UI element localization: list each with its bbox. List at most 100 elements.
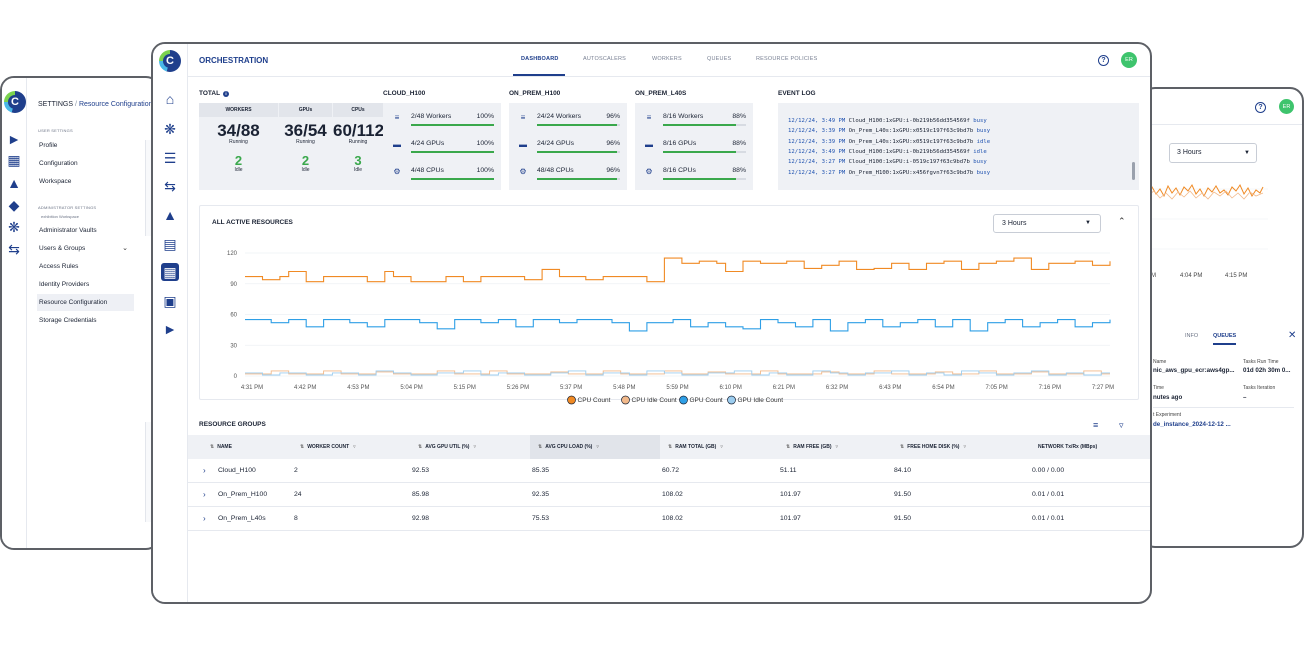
column-header[interactable]: ⇅ RAM FREE (GB) ▿ <box>778 435 892 459</box>
app-logo[interactable] <box>159 50 181 72</box>
table-cell: 0.00 / 0.00 <box>1032 467 1065 474</box>
time-range-select[interactable]: 3 Hours ▼ <box>993 214 1101 233</box>
total-workers: WORKERS 34/88 Running 2 Idle <box>199 103 278 190</box>
pool-row-percent: 100% <box>476 113 494 120</box>
settings-link-configuration[interactable]: Configuration <box>39 160 78 167</box>
help-icon[interactable]: ? <box>1098 55 1109 66</box>
column-header[interactable]: ⇅ RAM TOTAL (GB) ▿ <box>660 435 778 459</box>
settings-link-admin-vaults[interactable]: Administrator Vaults <box>39 227 97 234</box>
settings-icon[interactable]: ❋ <box>8 218 20 235</box>
settings-link-profile[interactable]: Profile <box>39 142 58 149</box>
column-header-label: RAM FREE (GB) <box>793 444 832 450</box>
breadcrumb-root[interactable]: SETTINGS <box>38 101 74 108</box>
settings-link-workspace[interactable]: Workspace <box>39 178 72 185</box>
column-header[interactable]: ⇅ WORKER COUNT ▿ <box>292 435 410 459</box>
grid-icon[interactable]: ▦ <box>7 151 21 168</box>
legend-label: CPU Count <box>578 397 611 404</box>
gpu-icon: ▬ <box>519 140 527 149</box>
filter-icon[interactable]: ▿ <box>353 444 356 450</box>
pool-card[interactable]: ≡ 2/48 Workers 100% ▬ 4/24 GPUs 100% ⚙ 4/48 CPU… <box>383 103 501 190</box>
table-cell: 84.10 <box>894 467 912 474</box>
routes-icon[interactable]: ⇆ <box>164 177 176 194</box>
tab-workers[interactable]: WORKERS <box>652 56 682 62</box>
layers-icon[interactable]: ◆ <box>8 196 20 213</box>
upload-icon[interactable]: ▲ <box>163 207 177 223</box>
filter-icon[interactable]: ▿ <box>473 444 476 450</box>
user-avatar[interactable]: ER <box>1121 52 1137 68</box>
tab-dashboard[interactable]: DASHBOARD <box>521 56 559 62</box>
orchestration-icon[interactable]: ▦ <box>161 263 179 281</box>
table-cell: 92.53 <box>412 467 430 474</box>
x-tick-label: 7:05 PM <box>985 385 1007 391</box>
event-log-scrollbar[interactable] <box>1132 162 1135 180</box>
layers-icon[interactable]: ☰ <box>163 149 177 166</box>
chevron-right-icon[interactable]: › <box>203 514 206 523</box>
upload-icon[interactable]: ▲ <box>7 175 21 191</box>
mini-cpu-series <box>1147 183 1264 198</box>
settings-link-storage-credentials[interactable]: Storage Credentials <box>39 317 97 324</box>
pool-row-percent: 96% <box>606 140 620 147</box>
chevron-right-icon[interactable]: › <box>203 466 206 475</box>
breadcrumb-current: Resource Configuration <box>78 101 153 108</box>
filter-icon[interactable]: ▿ <box>1119 420 1124 430</box>
pool-row-label: 8/16 Workers <box>663 113 704 120</box>
pipelines-icon[interactable]: ► <box>163 321 177 337</box>
column-header[interactable]: ⇅ FREE HOME DISK (%) ▿ <box>892 435 1030 459</box>
user-avatar[interactable]: ER <box>1279 99 1294 114</box>
settings-link-resource-configuration[interactable]: Resource Configuration <box>37 294 134 311</box>
help-icon[interactable]: ? <box>1255 102 1266 113</box>
tab-info[interactable]: INFO <box>1185 333 1199 339</box>
event-status: busy <box>976 128 991 135</box>
pool-card[interactable]: ≡ 24/24 Workers 96% ▬ 24/24 GPUs 96% ⚙ 48/48 CP… <box>509 103 627 190</box>
column-header[interactable]: ⇅ NAME <box>202 435 292 459</box>
tab-autoscalers[interactable]: AUTOSCALERS <box>583 56 627 62</box>
pool-card[interactable]: ≡ 8/16 Workers 88% ▬ 8/16 GPUs 88% ⚙ 8/16 CPUs 8… <box>635 103 753 190</box>
table-row[interactable]: › On_Prem_L40s 8 92.98 75.53 108.02 101.97 91.5… <box>188 507 1150 531</box>
table-row[interactable]: › Cloud_H100 2 92.53 85.35 60.72 51.11 84.10 0.0… <box>188 459 1150 483</box>
legend-item[interactable]: GPU Idle Count <box>727 395 784 405</box>
home-icon[interactable]: ⌂ <box>165 91 175 107</box>
legend-item[interactable]: CPU Idle Count <box>621 395 677 405</box>
breadcrumb-separator: / <box>75 101 77 108</box>
column-header[interactable]: ⇅ AVG CPU LOAD (%) ▿ <box>530 435 660 459</box>
legend-item[interactable]: GPU Count <box>679 395 723 405</box>
column-header[interactable]: NETWORK Tx/Rx (MBps) <box>1030 435 1140 459</box>
sort-icon: ⇅ <box>210 444 215 450</box>
table-cell: On_Prem_L40s <box>218 515 266 522</box>
pool-row-percent: 100% <box>476 140 494 147</box>
time-range-select[interactable]: 3 Hours ▼ <box>1169 143 1257 163</box>
report-icon[interactable]: ▤ <box>163 235 177 252</box>
chevron-up-icon[interactable]: ⌃ <box>1118 216 1126 226</box>
table-row[interactable]: › On_Prem_H100 24 85.98 92.35 108.02 101.97 91.… <box>188 483 1150 507</box>
settings-link-access-rules[interactable]: Access Rules <box>39 263 79 270</box>
settings-link-users-groups[interactable]: Users & Groups ⌄ <box>37 240 134 257</box>
pool-row-label: 24/24 Workers <box>537 113 582 120</box>
tab-queues[interactable]: QUEUES <box>1213 333 1237 345</box>
event-log-line: 12/12/24, 3:39 PM On_Prem_L40s:1xGPU:x05… <box>788 128 990 134</box>
close-icon[interactable]: ✕ <box>1288 330 1297 341</box>
filter-icon[interactable]: ▿ <box>835 444 839 450</box>
column-header[interactable]: ⇅ AVG GPU UTIL (%) ▿ <box>410 435 530 459</box>
info-icon[interactable]: i <box>223 90 230 97</box>
scan-icon[interactable]: ▣ <box>163 292 177 309</box>
filter-icon[interactable]: ▿ <box>963 444 966 450</box>
legend-swatch <box>567 395 576 405</box>
experiment-link[interactable]: de_instance_2024-12-12 ... <box>1153 421 1231 428</box>
brain-icon[interactable]: ❋ <box>164 120 176 137</box>
routes-icon[interactable]: ⇆ <box>8 240 20 257</box>
app-logo[interactable] <box>4 91 26 113</box>
legend-item[interactable]: CPU Count <box>567 395 611 405</box>
tab-resource-policies[interactable]: RESOURCE POLICIES <box>756 56 818 62</box>
x-tick-label: 4:31 PM <box>241 385 263 391</box>
tab-queues[interactable]: QUEUES <box>707 56 732 62</box>
top-bar: ORCHESTRATION DASHBOARD AUTOSCALERS WORK… <box>188 44 1150 77</box>
left-nav-rail: ► ▦ ▲ ◆ ❋ ⇆ <box>2 78 27 548</box>
settings-link-identity-providers[interactable]: Identity Providers <box>39 281 90 288</box>
filter-icon[interactable]: ▿ <box>720 444 723 450</box>
columns-settings-icon[interactable]: ≡ <box>1093 420 1099 430</box>
pipelines-icon[interactable]: ► <box>7 131 21 147</box>
chevron-right-icon[interactable]: › <box>203 490 206 499</box>
pool-row-percent: 88% <box>732 140 746 147</box>
filter-icon[interactable]: ▿ <box>596 444 599 450</box>
